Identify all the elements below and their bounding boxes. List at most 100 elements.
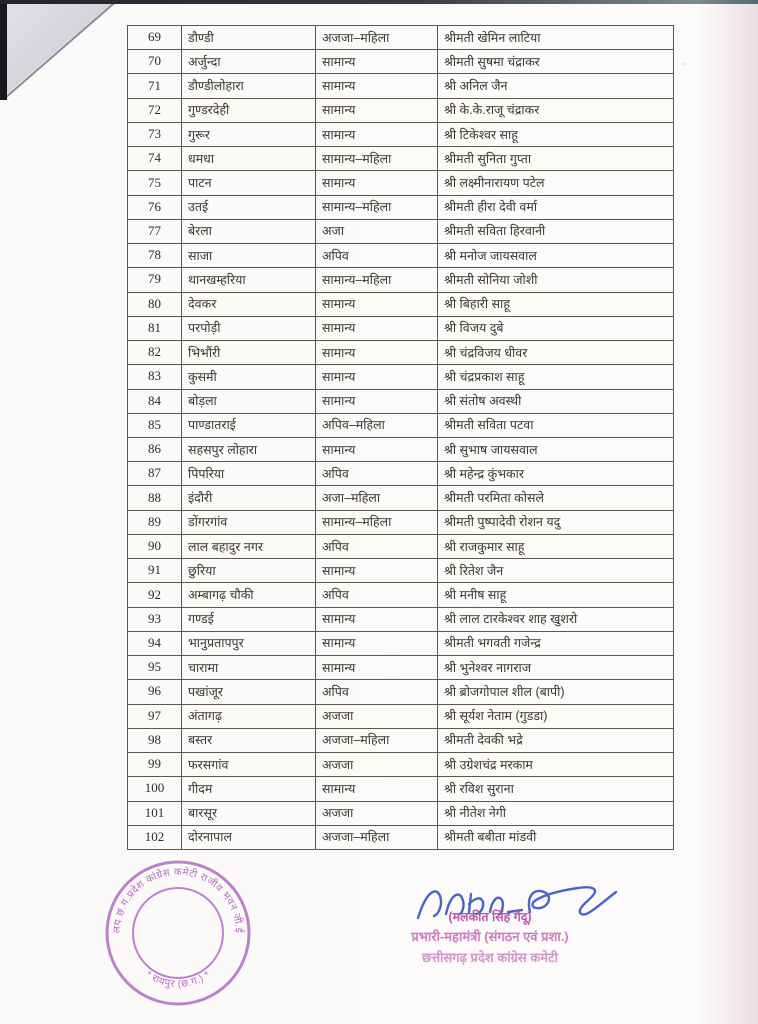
candidate-name: श्री मनीष साहू	[437, 582, 674, 608]
candidate-name: श्रीमती सोनिया जोशी	[437, 267, 674, 293]
serial-number: 92	[127, 582, 182, 608]
place-name: गण्डई	[181, 606, 316, 632]
place-name: डौण्डी	[181, 24, 316, 51]
candidate-name: श्रीमती सुषमा चंद्राकर	[437, 49, 674, 75]
table-row: 73 गुरूर सामान्य श्री टिकेश्वर साहू	[127, 121, 674, 148]
place-name: डोंगरगांव	[181, 509, 316, 535]
serial-number: 85	[127, 412, 182, 438]
place-name: भानुप्रतापपुर	[181, 630, 316, 657]
serial-number: 97	[127, 703, 182, 729]
table-row: 88 इंदौरी अजा–महिला श्रीमती परमिता कोसले	[127, 485, 674, 511]
category: अजजा–महिला	[315, 727, 438, 754]
category: सामान्य	[315, 121, 438, 148]
category: सामान्य	[315, 630, 438, 657]
candidate-name: श्रीमती खेमिन लाटिया	[437, 24, 674, 51]
place-name: गीदम	[181, 776, 316, 802]
serial-number: 86	[127, 436, 182, 463]
category: अपिव	[315, 582, 438, 608]
place-name: छुरिया	[181, 558, 316, 584]
serial-number: 90	[127, 533, 182, 560]
serial-number: 87	[127, 461, 182, 487]
serial-number: 81	[127, 315, 182, 342]
table-row: 101 बारसूर अजजा श्री नीतेश नेगी	[127, 800, 674, 826]
candidate-name: श्रीमती परमिता कोसले	[437, 485, 674, 511]
serial-number: 75	[127, 170, 182, 196]
serial-number: 94	[127, 630, 182, 657]
serial-number: 70	[127, 49, 182, 75]
category: अजजा	[315, 703, 438, 729]
category: अपिव	[315, 243, 438, 269]
table-row: 90 लाल बहादुर नगर अपिव श्री राजकुमार साहू	[127, 533, 674, 560]
category: सामान्य–महिला	[315, 509, 438, 535]
serial-number: 93	[127, 606, 182, 632]
place-name: गुण्डरदेही	[181, 97, 316, 123]
serial-number: 69	[127, 24, 182, 51]
candidate-name: श्री रविश सुराना	[437, 776, 674, 802]
candidate-name: श्रीमती सुनिता गुप्ता	[437, 146, 674, 172]
candidate-name: श्री चंद्रविजय धीवर	[437, 340, 674, 366]
place-name: बोड़ला	[181, 388, 316, 414]
category: अजजा–महिला	[315, 824, 438, 851]
serial-number: 80	[127, 291, 182, 317]
category: सामान्य	[315, 655, 438, 681]
serial-number: 78	[127, 243, 182, 269]
candidate-name: श्री संतोष अवस्थी	[437, 388, 674, 414]
serial-number: 73	[127, 121, 182, 148]
table-row: 76 उतई सामान्य–महिला श्रीमती हीरा देवी वर्म…	[127, 194, 674, 220]
signatory-designation: प्रभारी-महामंत्री (संगठन एवं प्रशा.)	[411, 929, 569, 945]
candidate-name: श्रीमती देवकी भद्रे	[437, 727, 674, 754]
table-row: 95 चारामा सामान्य श्री भुनेश्वर नागराज	[127, 655, 674, 681]
table-row: 87 पिपरिया अपिव श्री महेन्द्र कुंभकार	[127, 461, 674, 487]
table-row: 80 देवकर सामान्य श्री बिहारी साहू	[127, 291, 674, 317]
category: सामान्य	[315, 436, 438, 463]
table-row: 93 गण्डई सामान्य श्री लाल टारकेश्वर शाह खुश…	[127, 606, 674, 632]
table-row: 92 अम्बागढ़ चौकी अपिव श्री मनीष साहू	[127, 582, 674, 608]
place-name: उतई	[181, 194, 316, 220]
table-row: 78 साजा अपिव श्री मनोज जायसवाल	[127, 243, 674, 269]
category: सामान्य	[315, 776, 438, 802]
place-name: डौण्डीलोहारा	[181, 73, 316, 99]
category: सामान्य	[315, 340, 438, 366]
place-name: देवकर	[181, 291, 316, 317]
serial-number: 95	[127, 655, 182, 681]
serial-number: 100	[127, 776, 182, 802]
place-name: चारामा	[181, 655, 316, 681]
place-name: पखांजूर	[181, 679, 316, 705]
place-name: इंदौरी	[181, 485, 316, 511]
place-name: अंतागढ़	[181, 703, 316, 729]
table-row: 86 सहसपुर लोहारा सामान्य श्री सुभाष जायसवाल	[127, 436, 674, 463]
category: सामान्य	[315, 388, 438, 414]
candidate-name: श्रीमती सविता हिरवानी	[437, 218, 674, 245]
table-row: 89 डोंगरगांव सामान्य–महिला श्रीमती पुष्पादे…	[127, 509, 674, 535]
serial-number: 71	[127, 73, 182, 99]
candidate-name: श्री लक्ष्मीनारायण पटेल	[437, 170, 674, 196]
place-name: बेरला	[181, 218, 316, 245]
candidate-table: 69 डौण्डी अजजा–महिला श्रीमती खेमिन लाटिया 70…	[127, 24, 674, 851]
scan-edge-left	[0, 0, 7, 100]
category: सामान्य–महिला	[315, 146, 438, 172]
serial-number: 84	[127, 388, 182, 414]
serial-number: 91	[127, 558, 182, 584]
table-row: 72 गुण्डरदेही सामान्य श्री के.के.राजू चंद्र…	[127, 97, 674, 123]
table-row: 82 भिभौंरी सामान्य श्री चंद्रविजय धीवर	[127, 340, 674, 366]
category: सामान्य	[315, 315, 438, 342]
serial-number: 101	[127, 800, 182, 826]
category: अजजा	[315, 752, 438, 778]
candidate-name: श्री अनिल जैन	[437, 73, 674, 99]
place-name: कुसमी	[181, 364, 316, 390]
table-row: 71 डौण्डीलोहारा सामान्य श्री अनिल जैन	[127, 73, 674, 99]
table-row: 84 बोड़ला सामान्य श्री संतोष अवस्थी	[127, 388, 674, 414]
office-round-stamp: कार्यालय छ.ग.प्रदेश कांग्रेस कमेटी राजीव…	[103, 858, 251, 1006]
category: अजजा–महिला	[315, 24, 438, 51]
category: अपिव–महिला	[315, 412, 438, 438]
category: सामान्य–महिला	[315, 194, 438, 220]
place-name: पाटन	[181, 170, 316, 196]
category: सामान्य	[315, 606, 438, 632]
candidate-name: श्रीमती पुष्पादेवी रोशन यदु	[437, 509, 674, 535]
candidate-name: श्री मनोज जायसवाल	[437, 243, 674, 269]
scan-speckle	[683, 63, 687, 65]
candidate-name: श्रीमती भगवती गजेन्द्र	[437, 630, 674, 657]
category: सामान्य	[315, 291, 438, 317]
place-name: भिभौंरी	[181, 340, 316, 366]
